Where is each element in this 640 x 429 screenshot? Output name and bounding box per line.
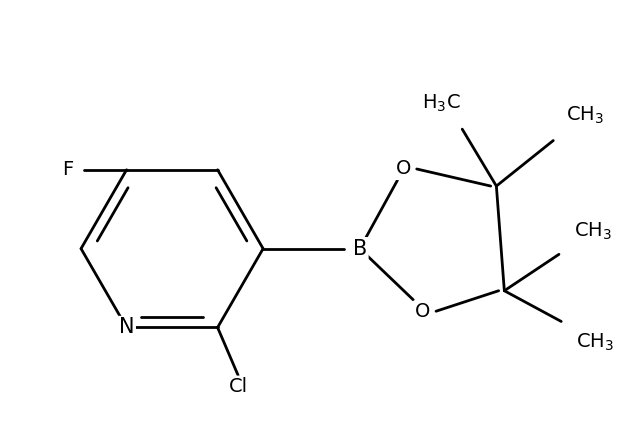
- Text: H$_3$C: H$_3$C: [422, 92, 461, 114]
- Text: O: O: [415, 302, 430, 321]
- Text: B: B: [353, 239, 367, 259]
- Text: Cl: Cl: [228, 377, 248, 396]
- Text: CH$_3$: CH$_3$: [566, 105, 604, 126]
- Text: O: O: [396, 160, 411, 178]
- Text: F: F: [62, 160, 73, 179]
- Text: CH$_3$: CH$_3$: [574, 221, 612, 242]
- Text: N: N: [119, 317, 134, 338]
- Text: CH$_3$: CH$_3$: [577, 331, 614, 353]
